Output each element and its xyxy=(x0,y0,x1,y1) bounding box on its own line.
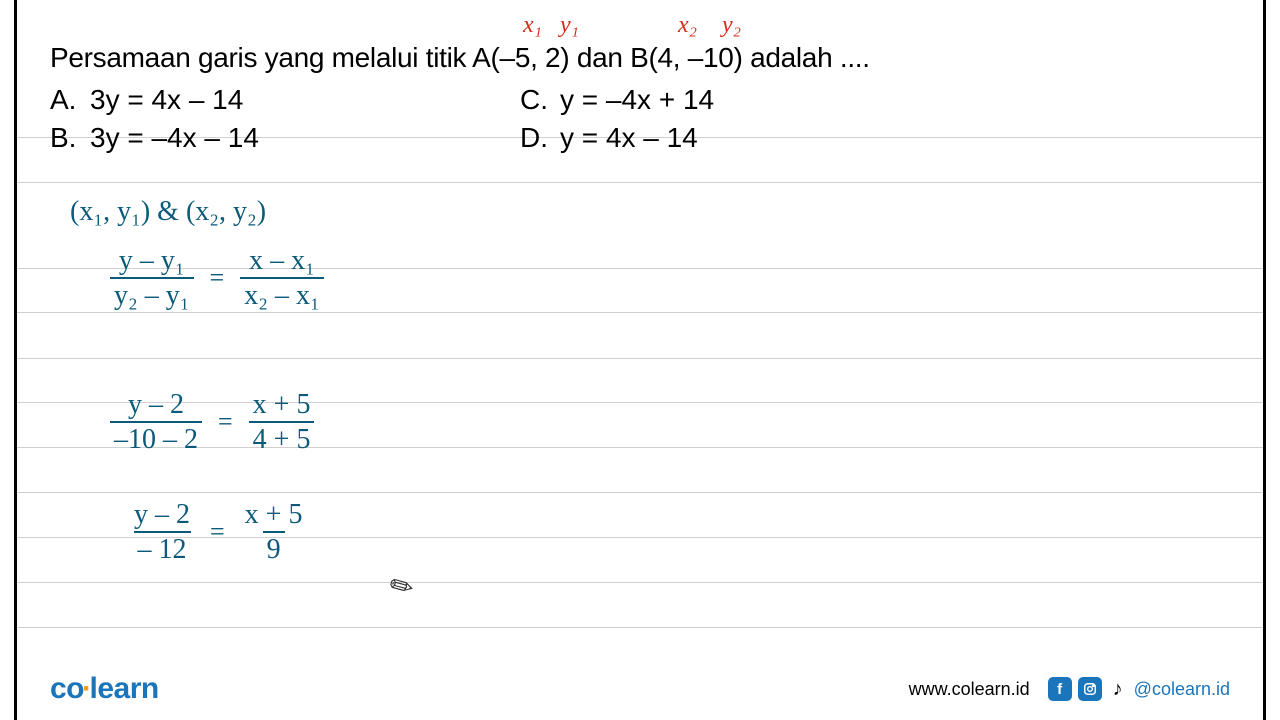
work-substitute: y – 2 –10 – 2 = x + 5 4 + 5 xyxy=(110,390,314,455)
work-points: (x₁, y₁) & (x₂, y₂) xyxy=(70,196,266,228)
question-text: Persamaan garis yang melalui titik A(–5,… xyxy=(50,42,870,74)
tiktok-icon: ♪ xyxy=(1108,677,1128,701)
facebook-icon: f xyxy=(1048,677,1072,701)
frac-right-2: x + 5 4 + 5 xyxy=(249,390,315,455)
pencil-icon: ✎ xyxy=(383,566,420,606)
ruled-line xyxy=(17,358,1263,359)
footer-url: www.colearn.id xyxy=(909,679,1030,700)
annot-x2: x₂ xyxy=(678,12,697,39)
frac-right-3: x + 5 9 xyxy=(241,500,307,565)
ruled-line xyxy=(17,582,1263,583)
annot-x1: x₁ xyxy=(523,12,542,39)
work-simplify: y – 2 – 12 = x + 5 9 xyxy=(130,500,306,565)
equals-2: = xyxy=(216,407,235,437)
choice-c: C.y = –4x + 14 xyxy=(520,84,990,116)
frame-border-right xyxy=(1263,0,1266,720)
frac-left-3: y – 2 – 12 xyxy=(130,500,194,565)
frac-left-1: y – y₁ y₂ – y₁ xyxy=(110,246,194,311)
work-formula: y – y₁ y₂ – y₁ = x – x₁ x₂ – x₁ xyxy=(110,246,324,311)
red-annotations: x₁ y₁ x₂ y₂ xyxy=(50,12,1230,42)
footer-right: www.colearn.id f ♪ @colearn.id xyxy=(909,677,1230,701)
ruled-line xyxy=(17,492,1263,493)
instagram-icon xyxy=(1078,677,1102,701)
social-icons: f ♪ @colearn.id xyxy=(1048,677,1230,701)
frac-right-1: x – x₁ x₂ – x₁ xyxy=(240,246,324,311)
answer-choices: A.3y = 4x – 14 C.y = –4x + 14 B.3y = –4x… xyxy=(50,84,1230,160)
ruled-line xyxy=(17,312,1263,313)
choice-a: A.3y = 4x – 14 xyxy=(50,84,520,116)
brand-logo: co·learn xyxy=(50,672,159,706)
frame-border-left xyxy=(14,0,17,720)
annot-y1: y₁ xyxy=(560,12,579,39)
social-handle: @colearn.id xyxy=(1134,679,1230,700)
ruled-line xyxy=(17,182,1263,183)
equals-1: = xyxy=(208,263,227,293)
frac-left-2: y – 2 –10 – 2 xyxy=(110,390,202,455)
footer: co·learn www.colearn.id f ♪ @colearn.id xyxy=(50,672,1230,706)
choice-b: B.3y = –4x – 14 xyxy=(50,122,520,154)
choice-d: D.y = 4x – 14 xyxy=(520,122,990,154)
ruled-line xyxy=(17,627,1263,628)
annot-y2: y₂ xyxy=(722,12,741,39)
equals-3: = xyxy=(208,517,227,547)
